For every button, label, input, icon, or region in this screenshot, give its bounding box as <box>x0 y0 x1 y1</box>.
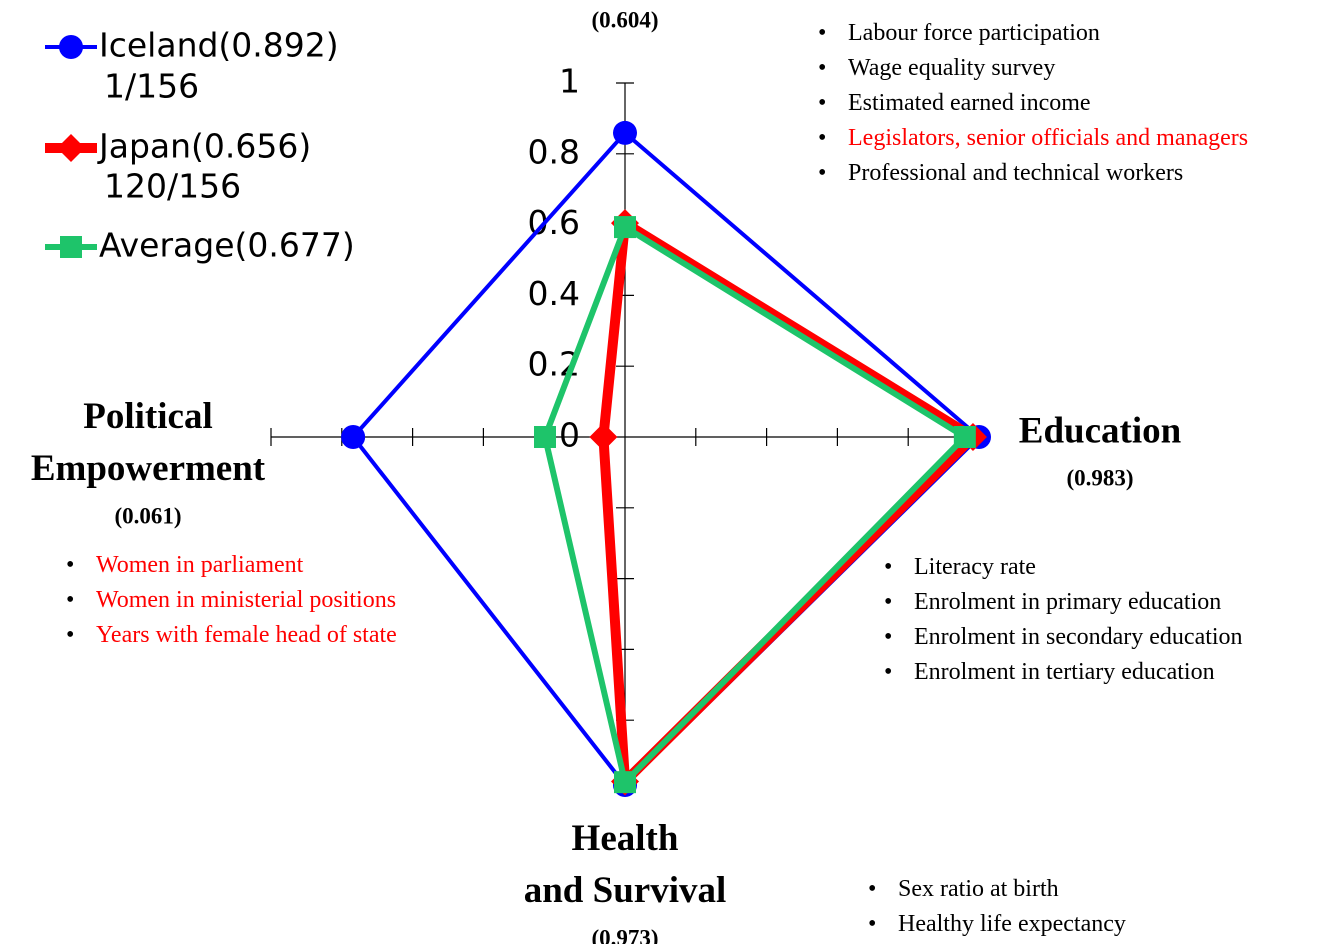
category-score: (0.983) <box>1066 465 1133 490</box>
category-label: Education <box>1019 410 1182 451</box>
legend-label: Average(0.677) <box>99 226 355 265</box>
indicator: Literacy rate <box>884 550 1314 585</box>
category-label: Health and Survival <box>524 818 727 911</box>
indicator: Healthy life expectancy <box>868 907 1268 942</box>
marker <box>614 771 636 794</box>
indicator: Women in parliament <box>66 548 506 583</box>
indicator-list: Women in parliamentWomen in ministerial … <box>66 548 506 653</box>
indicator: Enrolment in secondary education <box>884 620 1314 655</box>
marker <box>953 426 976 448</box>
r-tick-label: 0 <box>559 416 580 455</box>
indicator: Women in ministerial positions <box>66 583 506 618</box>
indicator: Sex ratio at birth <box>868 872 1268 907</box>
marker <box>614 216 636 239</box>
indicator: Professional and technical workers <box>818 156 1258 191</box>
marker <box>613 120 637 145</box>
indicator: Labour force participation <box>818 16 1258 51</box>
indicator: Wage equality survey <box>818 51 1258 86</box>
marker <box>57 134 85 162</box>
legend-label: Iceland(0.892) <box>99 26 339 65</box>
marker <box>341 425 366 449</box>
r-tick-label: 0.4 <box>528 274 580 313</box>
r-tick-label: 0.8 <box>528 132 580 171</box>
indicator-list: Sex ratio at birthHealthy life expectanc… <box>868 872 1268 942</box>
indicator: Estimated earned income <box>818 86 1258 121</box>
indicator: Enrolment in tertiary education <box>884 655 1314 690</box>
marker <box>59 35 83 59</box>
marker <box>589 423 618 451</box>
indicator-list: Literacy rateEnrolment in primary educat… <box>884 550 1314 690</box>
category-score: (0.973) <box>591 925 658 944</box>
legend-label: Japan(0.656) <box>97 127 311 166</box>
indicator: Enrolment in primary education <box>884 585 1314 620</box>
category-score: (0.604) <box>591 7 658 32</box>
marker <box>533 426 556 448</box>
category-score: (0.061) <box>114 503 181 528</box>
category-label: Political Empowerment <box>31 396 266 489</box>
indicator: Legislators, senior officials and manage… <box>818 121 1258 156</box>
legend-rank: 1/156 <box>104 67 199 106</box>
r-tick-label: 1 <box>559 62 580 101</box>
r-tick-label: 0.6 <box>528 203 580 242</box>
indicator: Years with female head of state <box>66 618 506 653</box>
legend-rank: 120/156 <box>104 167 241 206</box>
marker <box>60 236 82 258</box>
indicator-list: Labour force participationWage equality … <box>818 16 1258 191</box>
radar-line <box>598 218 978 787</box>
